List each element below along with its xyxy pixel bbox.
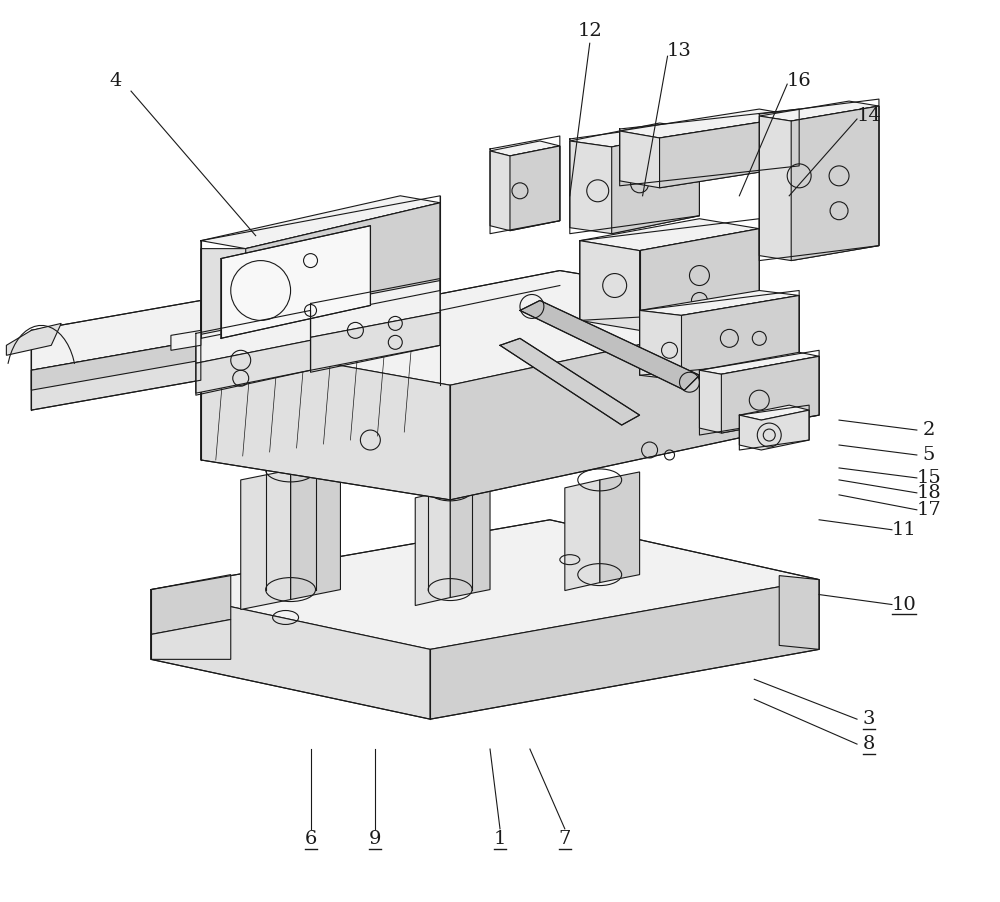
Text: 13: 13 — [667, 42, 692, 60]
Polygon shape — [779, 575, 819, 649]
Polygon shape — [570, 129, 699, 234]
Text: 1: 1 — [494, 830, 506, 848]
Polygon shape — [739, 405, 809, 420]
Polygon shape — [311, 312, 440, 370]
Polygon shape — [739, 410, 809, 450]
Polygon shape — [241, 470, 291, 610]
Polygon shape — [640, 296, 799, 381]
Polygon shape — [171, 330, 201, 350]
Text: 7: 7 — [559, 830, 571, 848]
Polygon shape — [580, 218, 759, 251]
Polygon shape — [201, 340, 450, 500]
Polygon shape — [620, 109, 799, 138]
Polygon shape — [31, 300, 201, 370]
Polygon shape — [600, 472, 640, 583]
Polygon shape — [681, 296, 799, 381]
Polygon shape — [699, 353, 819, 374]
Text: 15: 15 — [916, 469, 941, 487]
Polygon shape — [196, 312, 311, 364]
Polygon shape — [490, 141, 560, 156]
Polygon shape — [791, 106, 879, 261]
Polygon shape — [196, 340, 311, 393]
Polygon shape — [721, 356, 819, 433]
Text: 12: 12 — [577, 23, 602, 41]
Polygon shape — [510, 146, 560, 231]
Polygon shape — [201, 203, 440, 336]
Polygon shape — [151, 575, 231, 634]
Text: 10: 10 — [892, 595, 916, 613]
Text: 3: 3 — [863, 710, 875, 728]
Text: 4: 4 — [110, 72, 122, 90]
Polygon shape — [151, 590, 430, 719]
Polygon shape — [759, 101, 879, 121]
Polygon shape — [201, 271, 799, 385]
Polygon shape — [450, 310, 799, 500]
Text: 5: 5 — [923, 446, 935, 464]
Text: 9: 9 — [369, 830, 382, 848]
Polygon shape — [500, 338, 640, 425]
Polygon shape — [612, 129, 699, 234]
Polygon shape — [291, 460, 340, 600]
Polygon shape — [490, 146, 560, 231]
Polygon shape — [151, 520, 819, 649]
Text: 16: 16 — [787, 72, 812, 90]
Polygon shape — [31, 340, 201, 391]
Polygon shape — [565, 480, 600, 591]
Polygon shape — [151, 620, 231, 659]
Polygon shape — [759, 106, 879, 261]
Polygon shape — [6, 324, 61, 355]
Text: 14: 14 — [857, 107, 881, 125]
Polygon shape — [660, 116, 799, 188]
Polygon shape — [415, 490, 450, 605]
Polygon shape — [570, 123, 699, 147]
Polygon shape — [640, 290, 799, 316]
Text: 8: 8 — [863, 735, 875, 753]
Polygon shape — [221, 226, 370, 338]
Polygon shape — [311, 281, 440, 337]
Polygon shape — [430, 580, 819, 719]
Polygon shape — [31, 340, 201, 410]
Polygon shape — [201, 196, 440, 249]
Polygon shape — [450, 482, 490, 597]
Polygon shape — [246, 203, 440, 336]
Polygon shape — [580, 229, 759, 330]
Text: 6: 6 — [304, 830, 317, 848]
Text: 2: 2 — [923, 421, 935, 439]
Polygon shape — [520, 300, 699, 391]
Polygon shape — [699, 356, 819, 433]
Polygon shape — [620, 116, 799, 188]
Text: 11: 11 — [892, 520, 916, 538]
Polygon shape — [640, 229, 759, 330]
Text: 17: 17 — [916, 501, 941, 519]
Text: 18: 18 — [916, 483, 941, 502]
